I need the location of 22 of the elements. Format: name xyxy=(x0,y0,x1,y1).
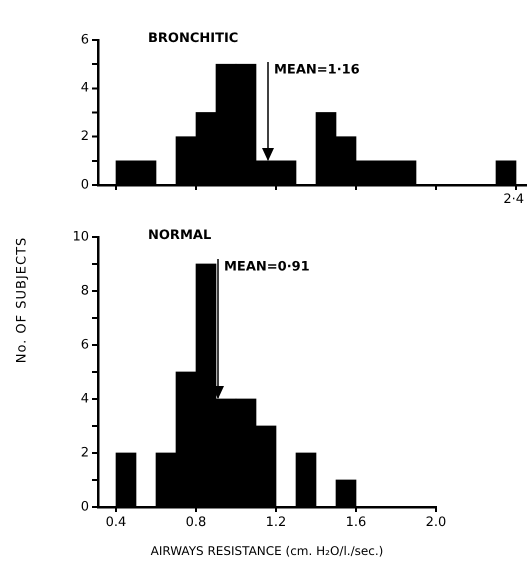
ref-line-label: MEAN=1·16 xyxy=(274,62,360,78)
x-tick-label: 0.4 xyxy=(106,515,126,530)
y-tick-label: 2 xyxy=(80,445,89,460)
y-tick-label: 8 xyxy=(80,283,89,298)
y-tick-label: 2 xyxy=(80,129,89,144)
y-tick-label: 4 xyxy=(80,391,89,406)
text: 2·4 xyxy=(503,192,524,207)
y-axis-title: No. OF SUBJECTS xyxy=(14,236,30,364)
x-tick-label: 0.8 xyxy=(186,515,206,530)
y-tick-label: 0 xyxy=(80,177,89,192)
y-tick-label: 6 xyxy=(80,337,89,352)
chart-title: NORMAL xyxy=(148,228,212,243)
chart-title: BRONCHITIC xyxy=(148,30,238,46)
y-tick-label: 0 xyxy=(80,499,89,514)
y-tick-label: 4 xyxy=(80,80,89,96)
ref-line-label: MEAN=0·91 xyxy=(224,259,310,274)
x-tick-label: 1.2 xyxy=(266,515,286,530)
x-axis-title: AIRWAYS RESISTANCE (cm. H₂O/l./sec.) xyxy=(150,544,384,558)
y-tick-label: 6 xyxy=(80,32,89,48)
y-tick-label: 10 xyxy=(72,229,89,244)
x-tick-label: 2.0 xyxy=(426,515,446,530)
x-tick-label: 1.6 xyxy=(346,515,366,530)
